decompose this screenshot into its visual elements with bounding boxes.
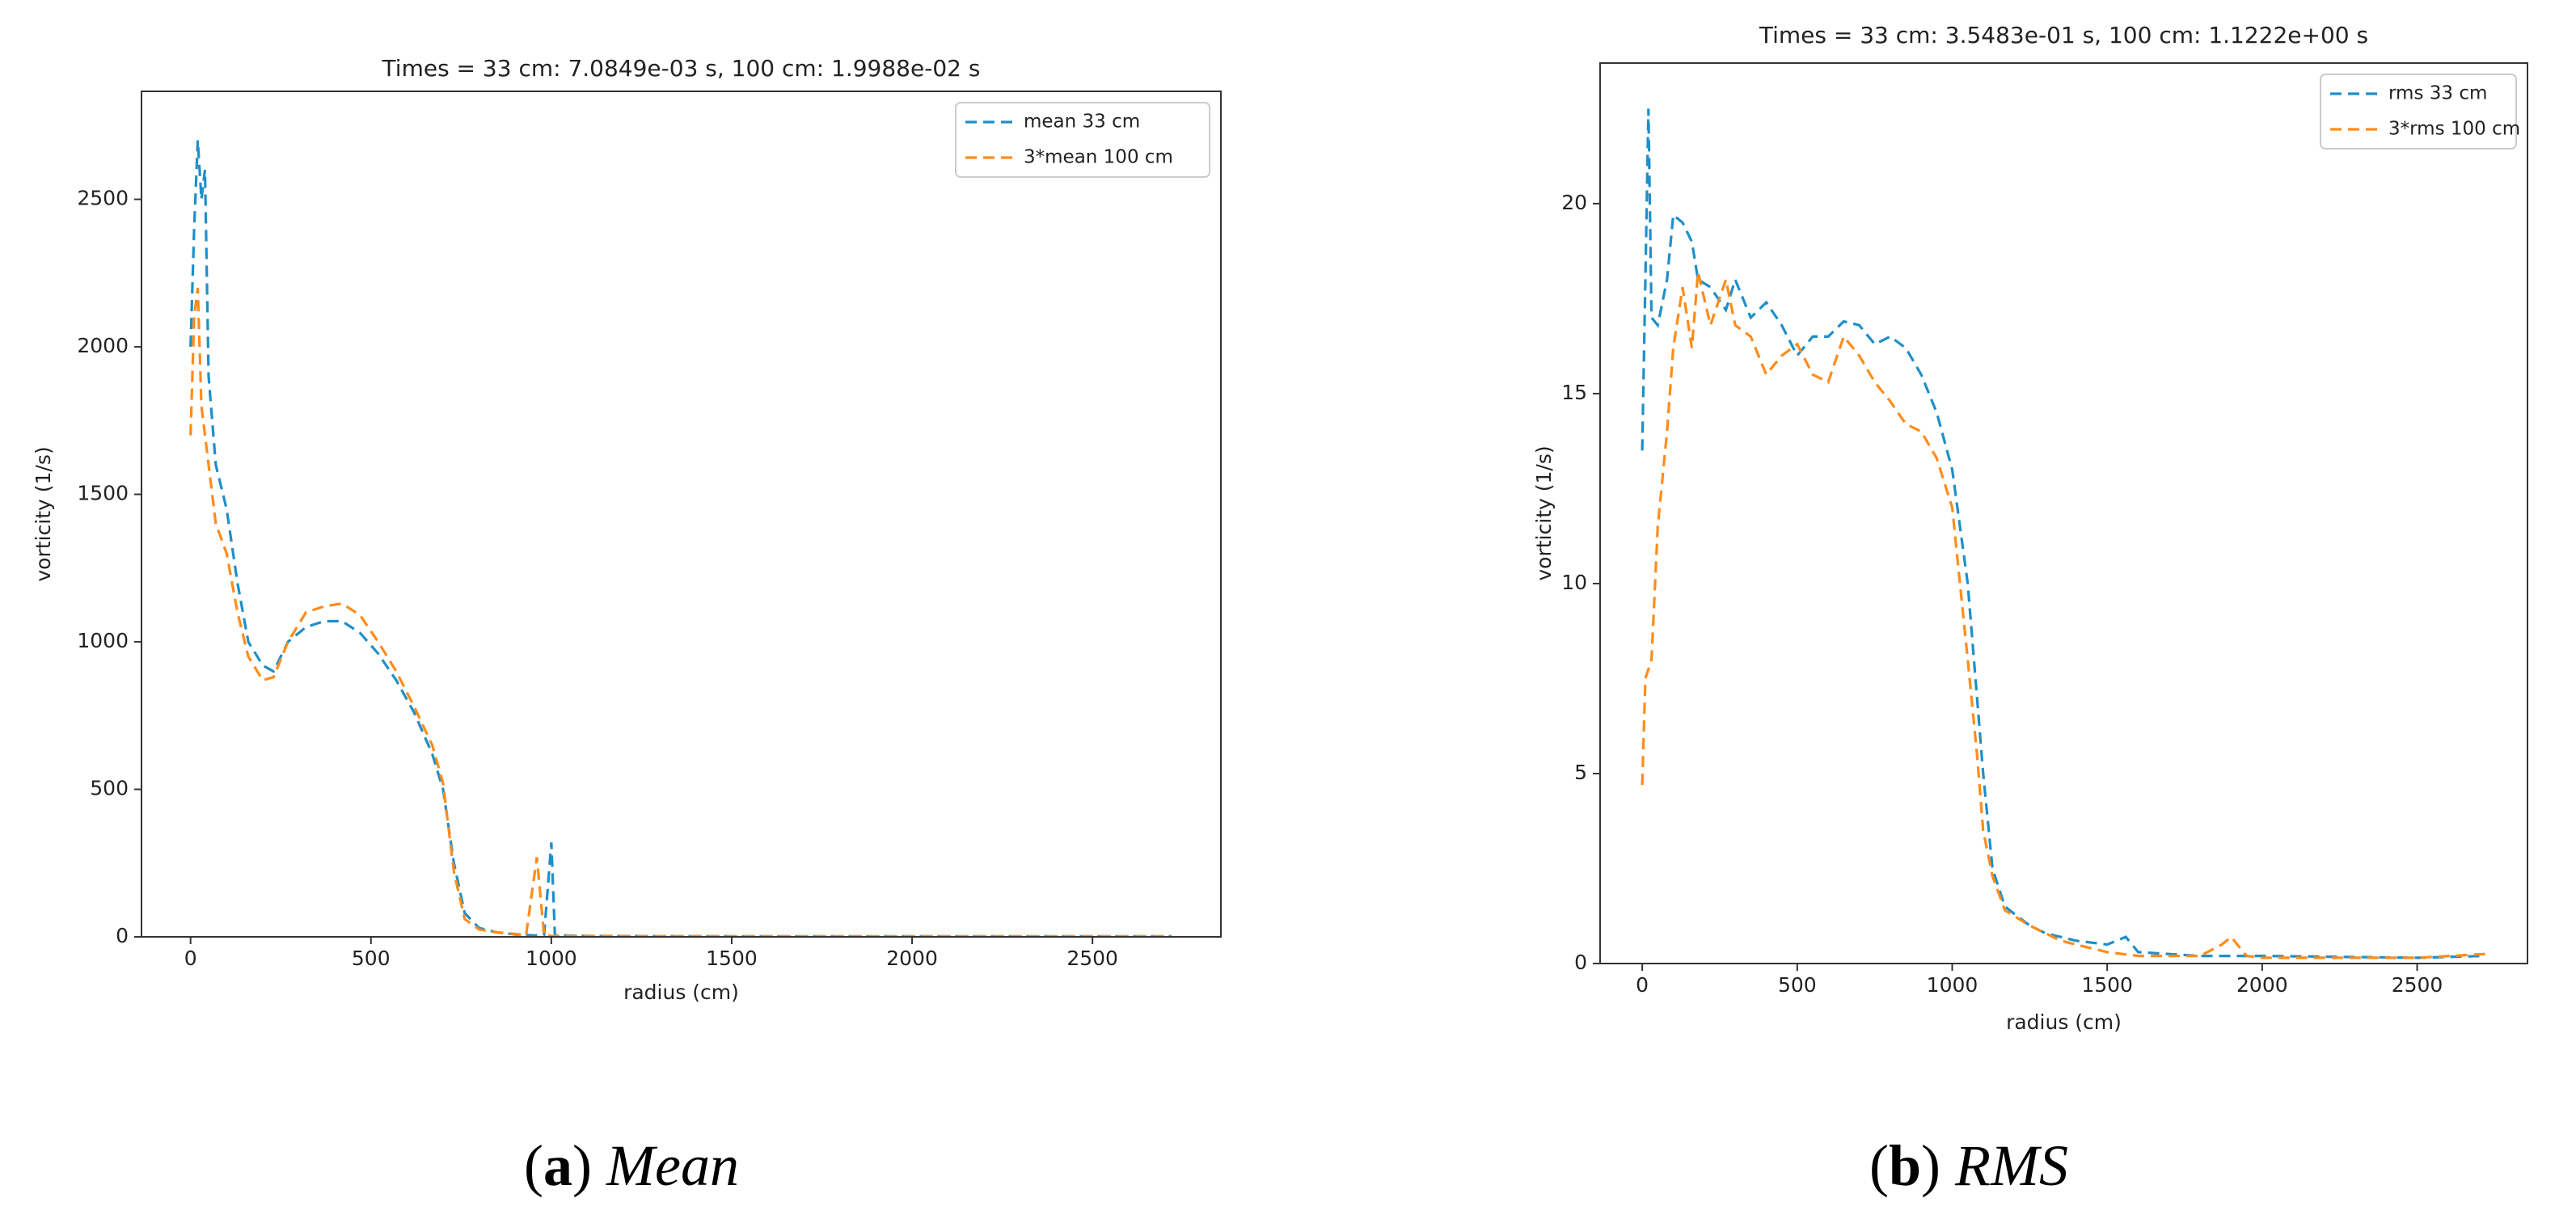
x-tick-label: 500	[352, 947, 391, 970]
line-series	[1641, 272, 2485, 959]
x-tick-label: 2000	[2236, 973, 2288, 997]
x-tick-label: 2000	[886, 947, 938, 970]
x-tick-label: 1000	[1927, 973, 1978, 997]
legend-label: rms 33 cm	[2388, 83, 2487, 104]
y-tick-label: 15	[1561, 381, 1587, 404]
line-series	[189, 287, 1172, 938]
y-tick-label: 0	[1574, 951, 1587, 974]
line-series	[1641, 108, 2485, 959]
x-tick-label: 1000	[526, 947, 577, 970]
y-tick-label: 2500	[77, 187, 129, 210]
plot-frame	[1599, 62, 2528, 964]
legend-label: mean 33 cm	[1024, 112, 1140, 133]
y-tick-label: 5	[1574, 761, 1587, 784]
x-tick-label: 0	[1636, 973, 1649, 997]
y-tick-label: 1000	[77, 629, 129, 652]
y-tick-label: 20	[1561, 191, 1587, 214]
legend-label: 3*rms 100 cm	[2388, 119, 2520, 140]
caption: (a) Mean	[524, 1133, 739, 1198]
x-tick-label: 1500	[2081, 973, 2133, 997]
x-tick-label: 2500	[1066, 947, 1118, 970]
caption: (b) RMS	[1869, 1133, 2068, 1198]
y-tick-label: 0	[116, 924, 129, 947]
x-axis-label: radius (cm)	[623, 981, 739, 1004]
caption-part: RMS	[1954, 1133, 2068, 1198]
y-tick-label: 10	[1561, 571, 1587, 594]
plot-frame	[141, 91, 1222, 938]
chart: Times = 33 cm: 3.5483e-01 s, 100 cm: 1.1…	[1532, 22, 2528, 1198]
x-axis-label: radius (cm)	[2006, 1010, 2122, 1034]
x-tick-label: 2500	[2392, 973, 2443, 997]
chart: Times = 33 cm: 7.0849e-03 s, 100 cm: 1.9…	[32, 55, 1222, 1198]
legend-box	[955, 102, 1210, 178]
x-tick-label: 1500	[706, 947, 758, 970]
y-axis-label: vorticity (1/s)	[32, 446, 55, 581]
caption-part: b	[1889, 1133, 1921, 1198]
legend-label: 3*mean 100 cm	[1024, 147, 1173, 168]
x-tick-label: 500	[1778, 973, 1817, 997]
y-axis-label: vorticity (1/s)	[1532, 445, 1556, 580]
caption-part: )	[1921, 1133, 1940, 1198]
caption-part: )	[572, 1133, 592, 1198]
line-series	[189, 140, 1172, 938]
caption-part: Mean	[606, 1133, 739, 1198]
chart-title: Times = 33 cm: 7.0849e-03 s, 100 cm: 1.9…	[382, 55, 981, 82]
y-tick-label: 1500	[77, 482, 129, 505]
chart-title: Times = 33 cm: 3.5483e-01 s, 100 cm: 1.1…	[1759, 22, 2368, 48]
caption-part: a	[543, 1133, 572, 1198]
caption-part: (	[1869, 1133, 1889, 1198]
caption-part: (	[524, 1133, 543, 1198]
x-tick-label: 0	[184, 947, 197, 970]
y-tick-label: 2000	[77, 334, 129, 357]
y-tick-label: 500	[90, 777, 129, 800]
